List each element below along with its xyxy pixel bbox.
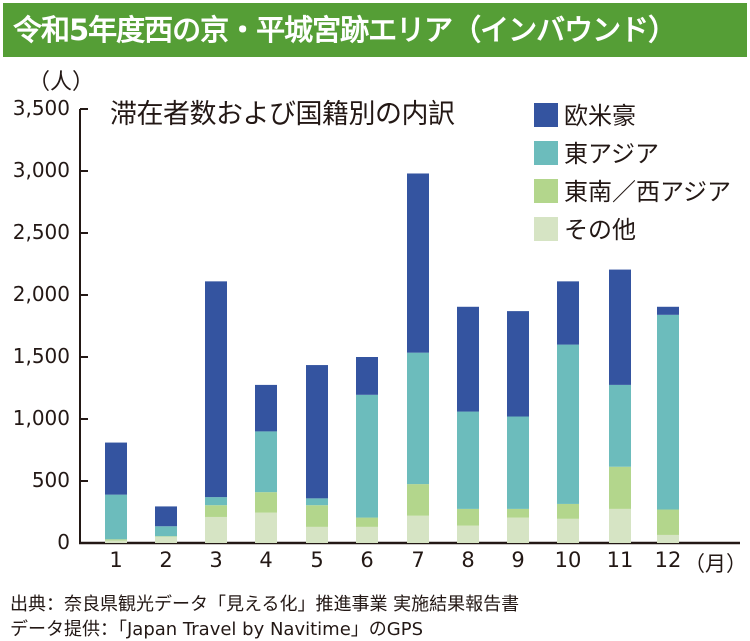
bar-segment-1-month-3 <box>205 505 227 517</box>
y-tick-label: 1,500 <box>12 344 70 368</box>
x-tick-label: 3 <box>209 548 223 572</box>
bar-segment-3-month-8 <box>457 306 479 412</box>
x-tick-label: 1 <box>109 548 123 572</box>
source-note: 出典：奈良県観光データ「見える化」推進事業 実施結果報告書 <box>10 594 520 615</box>
x-tick-label: 10 <box>554 548 582 572</box>
bar-segment-2-month-7 <box>407 352 429 485</box>
bar-segment-1-month-1 <box>105 539 127 541</box>
bar-segment-0-month-10 <box>557 518 579 543</box>
bar-segment-2-month-6 <box>356 394 378 518</box>
data-provider-note: データ提供：「Japan Travel by Navitime」のGPS <box>10 619 423 640</box>
bar-segment-2-month-4 <box>255 431 277 493</box>
bar-segment-0-month-1 <box>105 540 127 543</box>
bar-segment-3-month-6 <box>356 357 378 395</box>
x-axis-unit: （月） <box>684 552 747 576</box>
bar-segment-2-month-3 <box>205 497 227 506</box>
legend-swatch <box>534 103 558 127</box>
bar-segment-3-month-5 <box>306 365 328 499</box>
bar-segment-1-month-5 <box>306 505 328 527</box>
x-tick-label: 6 <box>360 548 374 572</box>
bar-segment-1-month-10 <box>557 503 579 519</box>
x-tick-label: 9 <box>511 548 525 572</box>
y-tick-label: 0 <box>57 530 70 554</box>
bar-segment-0-month-6 <box>356 526 378 543</box>
bar-segment-0-month-2 <box>155 536 177 543</box>
x-tick-label: 4 <box>259 548 273 572</box>
x-tick-label: 7 <box>411 548 425 572</box>
bar-segment-0-month-12 <box>657 534 679 543</box>
legend-swatch <box>534 217 558 241</box>
legend-item: 東アジア <box>534 134 659 168</box>
x-tick-label: 2 <box>159 548 173 572</box>
bar-segment-3-month-11 <box>609 269 631 385</box>
y-tick-label: 1,000 <box>12 406 70 430</box>
bar-segment-2-month-5 <box>306 498 328 506</box>
legend-item: 欧米豪 <box>534 96 636 130</box>
bar-segment-0-month-9 <box>507 517 529 543</box>
bar-segment-0-month-8 <box>457 525 479 543</box>
bar-segment-3-month-2 <box>155 506 177 527</box>
bar-segment-2-month-11 <box>609 384 631 467</box>
x-tick-label: 12 <box>654 548 682 572</box>
legend-swatch <box>534 141 558 165</box>
bar-segment-1-month-8 <box>457 508 479 526</box>
y-tick-label: 2,500 <box>12 220 70 244</box>
bar-segment-0-month-11 <box>609 508 631 543</box>
bar-segment-2-month-10 <box>557 344 579 504</box>
bar-segment-0-month-4 <box>255 512 277 543</box>
bar-segment-1-month-11 <box>609 466 631 509</box>
legend-swatch <box>534 179 558 203</box>
bar-segment-3-month-9 <box>507 311 529 417</box>
bar-segment-3-month-7 <box>407 173 429 353</box>
bar-segment-1-month-6 <box>356 517 378 527</box>
bar-segment-2-month-8 <box>457 411 479 509</box>
y-tick-label: 3,000 <box>12 158 70 182</box>
legend-label: 東南／西アジア <box>564 178 732 206</box>
bar-segment-3-month-3 <box>205 281 227 498</box>
x-tick-label: 11 <box>606 548 634 572</box>
y-tick-label: 500 <box>31 468 70 492</box>
x-tick-label: 8 <box>461 548 475 572</box>
chart-title: 滞在者数および国籍別の内訳 <box>110 99 455 130</box>
bar-segment-0-month-5 <box>306 526 328 543</box>
bar-segment-1-month-4 <box>255 492 277 513</box>
page-title: 令和5年度西の京・平城宮跡エリア（インバウンド） <box>3 3 747 57</box>
legend-label: 欧米豪 <box>564 102 636 130</box>
legend-label: その他 <box>564 216 636 244</box>
bar-segment-3-month-4 <box>255 384 277 432</box>
bar-segment-3-month-12 <box>657 306 679 315</box>
y-tick-label: 2,000 <box>12 282 70 306</box>
bar-segment-1-month-7 <box>407 484 429 516</box>
legend-label: 東アジア <box>564 140 660 168</box>
bar-segment-1-month-12 <box>657 509 679 535</box>
bar-segment-3-month-10 <box>557 281 579 345</box>
bar-segment-0-month-3 <box>205 516 227 543</box>
x-tick-label: 5 <box>310 548 324 572</box>
bar-segment-0-month-7 <box>407 515 429 543</box>
bar-segment-3-month-1 <box>105 442 127 495</box>
legend-item: 東南／西アジア <box>534 172 731 206</box>
bar-segment-2-month-2 <box>155 526 177 537</box>
bar-segment-1-month-2 <box>155 536 177 537</box>
y-tick-label: 3,500 <box>12 96 70 120</box>
bar-segment-2-month-1 <box>105 494 127 540</box>
bar-segment-2-month-12 <box>657 314 679 510</box>
bar-segment-2-month-9 <box>507 416 529 509</box>
y-axis-unit: （人） <box>28 70 95 95</box>
legend-item: その他 <box>534 210 636 244</box>
bar-segment-1-month-9 <box>507 508 529 518</box>
